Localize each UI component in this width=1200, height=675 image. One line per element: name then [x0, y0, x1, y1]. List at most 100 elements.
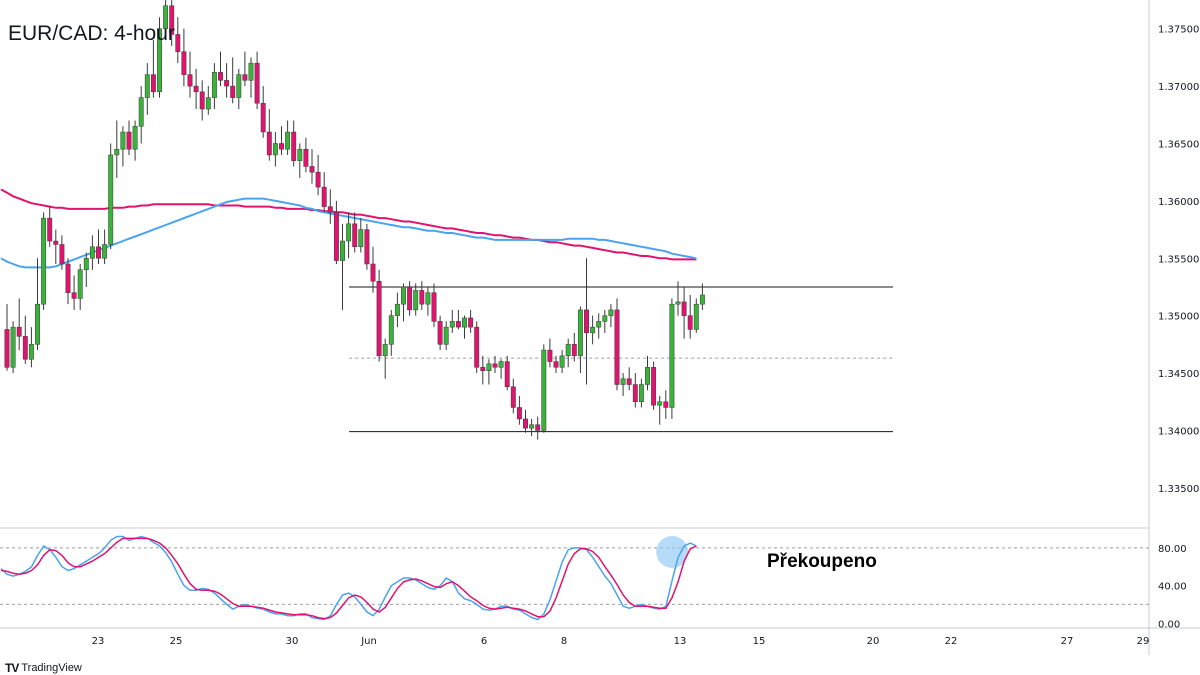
candle-body-bearish: [175, 34, 181, 52]
candle: [266, 109, 272, 161]
candle-body-bullish: [657, 401, 663, 406]
candle: [443, 321, 449, 351]
price-tick-label: 1.36000: [1158, 197, 1199, 208]
candle: [224, 63, 230, 98]
candle: [687, 294, 693, 339]
candle: [333, 200, 339, 264]
candle: [340, 223, 345, 310]
time-tick-label: 15: [753, 636, 766, 647]
candle: [504, 355, 510, 391]
candle-body-bullish: [669, 303, 675, 408]
candle: [474, 321, 480, 374]
candle-body-bullish: [559, 355, 565, 368]
candle: [437, 315, 443, 351]
candle: [590, 315, 596, 345]
candle: [498, 359, 504, 379]
candle: [303, 137, 309, 173]
candle: [364, 223, 370, 270]
candle-body-bearish: [193, 85, 199, 93]
price-tick-label: 1.37000: [1158, 82, 1199, 93]
candle-body-bearish: [254, 62, 260, 104]
candle-body-bearish: [504, 361, 510, 388]
candle-body-bearish: [681, 301, 687, 316]
stoch-tick-label: 80.00: [1158, 544, 1187, 555]
candle: [22, 315, 28, 364]
brand-name: TradingView: [21, 662, 82, 674]
candle: [431, 283, 437, 328]
candle-body-bearish: [632, 384, 638, 402]
candle-body-bearish: [407, 286, 413, 311]
candle-body-bearish: [455, 321, 461, 328]
overbought-highlight-circle: [656, 535, 689, 568]
candle-body-bullish: [394, 303, 400, 316]
stoch-tick-label: 0.00: [1158, 619, 1180, 630]
candle: [626, 367, 632, 391]
candle-body-bearish: [4, 329, 10, 368]
candle: [602, 309, 608, 333]
candle: [547, 338, 553, 368]
candle-body-bearish: [437, 321, 443, 345]
candle-body-bullish: [577, 309, 583, 357]
candle: [620, 373, 626, 396]
candle: [413, 283, 419, 316]
candle: [565, 338, 571, 368]
candle: [523, 409, 528, 433]
candle-body-bullish: [638, 384, 644, 402]
time-tick-label: 22: [945, 636, 958, 647]
candle: [71, 275, 77, 310]
candle-body-bullish: [340, 240, 345, 261]
candle-body-bullish: [443, 326, 449, 345]
candle-body-bullish: [425, 292, 431, 305]
candle: [41, 212, 47, 310]
candle: [651, 361, 657, 410]
candle-body-bullish: [565, 344, 571, 357]
candle-body-bearish: [364, 229, 370, 265]
candle-body-bearish: [431, 292, 437, 322]
candle-body-bearish: [468, 317, 474, 328]
candle: [175, 17, 181, 64]
candle-body-bearish: [242, 74, 248, 81]
candle-body-bearish: [327, 206, 333, 213]
candle-body-bullish: [132, 126, 138, 150]
candle: [230, 57, 236, 104]
candle: [199, 80, 205, 121]
price-tick-label: 1.35000: [1158, 312, 1199, 323]
overbought-label: Překoupeno: [767, 551, 877, 572]
candle-body-bearish: [687, 315, 693, 330]
candle-body-bullish: [645, 367, 650, 385]
candle-body-bearish: [571, 344, 577, 357]
candle: [108, 143, 114, 250]
candle-body-bullish: [297, 148, 303, 161]
candle: [102, 229, 108, 264]
candle: [193, 68, 199, 110]
time-axis: 23 25 30 Jun 6 8 13 15 20 22 27 29: [92, 636, 1150, 647]
candle: [120, 126, 126, 167]
candle-body-bearish: [230, 85, 236, 98]
candle: [47, 206, 53, 247]
candle: [96, 229, 101, 264]
candlestick-series: [4, 0, 705, 440]
candle-body-bullish: [205, 97, 211, 110]
candle-body-bullish: [590, 326, 596, 334]
candle: [77, 264, 83, 310]
time-tick-label: 23: [92, 636, 105, 647]
candle-body-bearish: [614, 309, 620, 385]
candle-body-bullish: [236, 74, 242, 98]
candle-body-bullish: [138, 97, 144, 127]
candle: [163, 0, 169, 41]
candle: [272, 132, 278, 167]
price-tick-label: 1.33500: [1158, 484, 1199, 495]
candle: [144, 63, 150, 115]
candle-body-bearish: [663, 401, 669, 408]
candle-body-bearish: [523, 418, 528, 429]
candle: [187, 51, 193, 98]
candle-body-bearish: [651, 367, 657, 406]
time-tick-label: 20: [867, 636, 880, 647]
candle-body-bearish: [65, 263, 71, 293]
candle-body-bullish: [602, 315, 608, 322]
candle: [309, 149, 315, 184]
stoch-d-line: [0, 537, 697, 620]
candle-body-bullish: [608, 309, 614, 316]
candle-body-bearish: [584, 309, 589, 334]
candle-body-bullish: [248, 62, 254, 81]
